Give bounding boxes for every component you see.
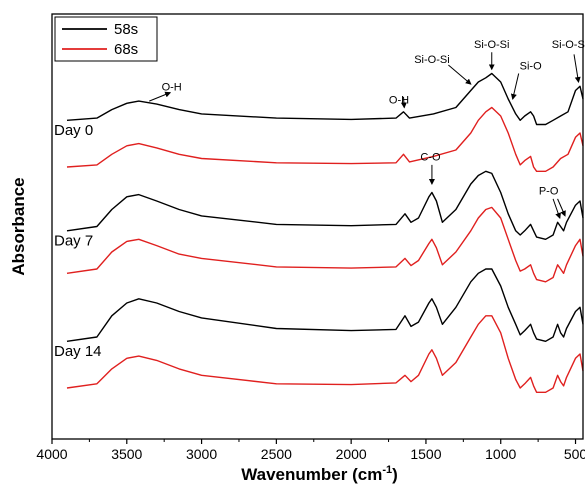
- annotation-label: Si-O: [520, 60, 542, 72]
- spectrum-line-68s-day-group-1: [66, 206, 584, 283]
- day-label: Day 14: [54, 343, 102, 360]
- day-label: Day 0: [54, 122, 93, 139]
- spectrum-line-58s-day-group-1: [66, 170, 584, 240]
- annotation-arrow: [552, 198, 561, 219]
- spectrum-line-68s-day-group-0: [66, 106, 584, 172]
- legend-box: [54, 16, 158, 62]
- x-tick-label: 1500: [410, 446, 441, 462]
- annotation-arrow: [510, 73, 520, 100]
- x-tick-label: 2500: [261, 446, 292, 462]
- axes: 4000 3500 3000 2500 2000 1500 1000 500: [36, 439, 585, 462]
- annotation-label: Si-O-Si: [552, 39, 585, 51]
- annotation-label: P-O: [539, 186, 559, 198]
- x-axis-label-superscript: -1: [382, 464, 392, 476]
- spectrum-line-58s-day-group-2: [66, 268, 584, 342]
- legend-label-58s: 58s: [114, 21, 138, 38]
- annotation-arrow: [573, 54, 581, 83]
- day-label: Day 7: [54, 233, 93, 250]
- plot-frame: [51, 13, 584, 440]
- annotation-label: C-O: [420, 152, 441, 164]
- x-tick-label: 3000: [186, 446, 217, 462]
- annotation-label: Si-O-Si: [414, 54, 449, 66]
- spectrum-line-68s-day-group-2: [66, 315, 584, 393]
- annotation-arrow: [557, 198, 566, 217]
- x-tick-label: 2000: [336, 446, 367, 462]
- plot-area: Day 0 Day 7 Day 14: [54, 72, 584, 393]
- legend-label-68s: 68s: [114, 41, 138, 58]
- annotation-label: Si-O-Si: [474, 39, 509, 51]
- x-tick-label: 4000: [36, 446, 67, 462]
- x-axis-label: Wavenumber (cm-1): [241, 464, 398, 484]
- legend: 58s 68s: [54, 16, 158, 62]
- annotation-label: O-H: [162, 82, 182, 94]
- x-tick-label: 500: [564, 446, 585, 462]
- annotations-layer: O-H O-H Si-O-Si Si-O-Si Si-O Si-O-Si C-O P-O: [149, 39, 585, 219]
- annotation-arrow: [448, 64, 472, 85]
- annotation-arrow: [149, 91, 172, 102]
- x-tick-label: 3500: [111, 446, 142, 462]
- annotation-label: O-H: [389, 94, 409, 106]
- x-tick-label: 1000: [485, 446, 516, 462]
- x-axis-label-main: Wavenumber (cm: [241, 465, 382, 484]
- x-axis-label-end: ): [392, 465, 398, 484]
- spectrum-line-58s-day-group-0: [66, 72, 584, 126]
- annotation-arrow: [400, 96, 407, 109]
- y-axis-label: Absorbance: [9, 177, 28, 275]
